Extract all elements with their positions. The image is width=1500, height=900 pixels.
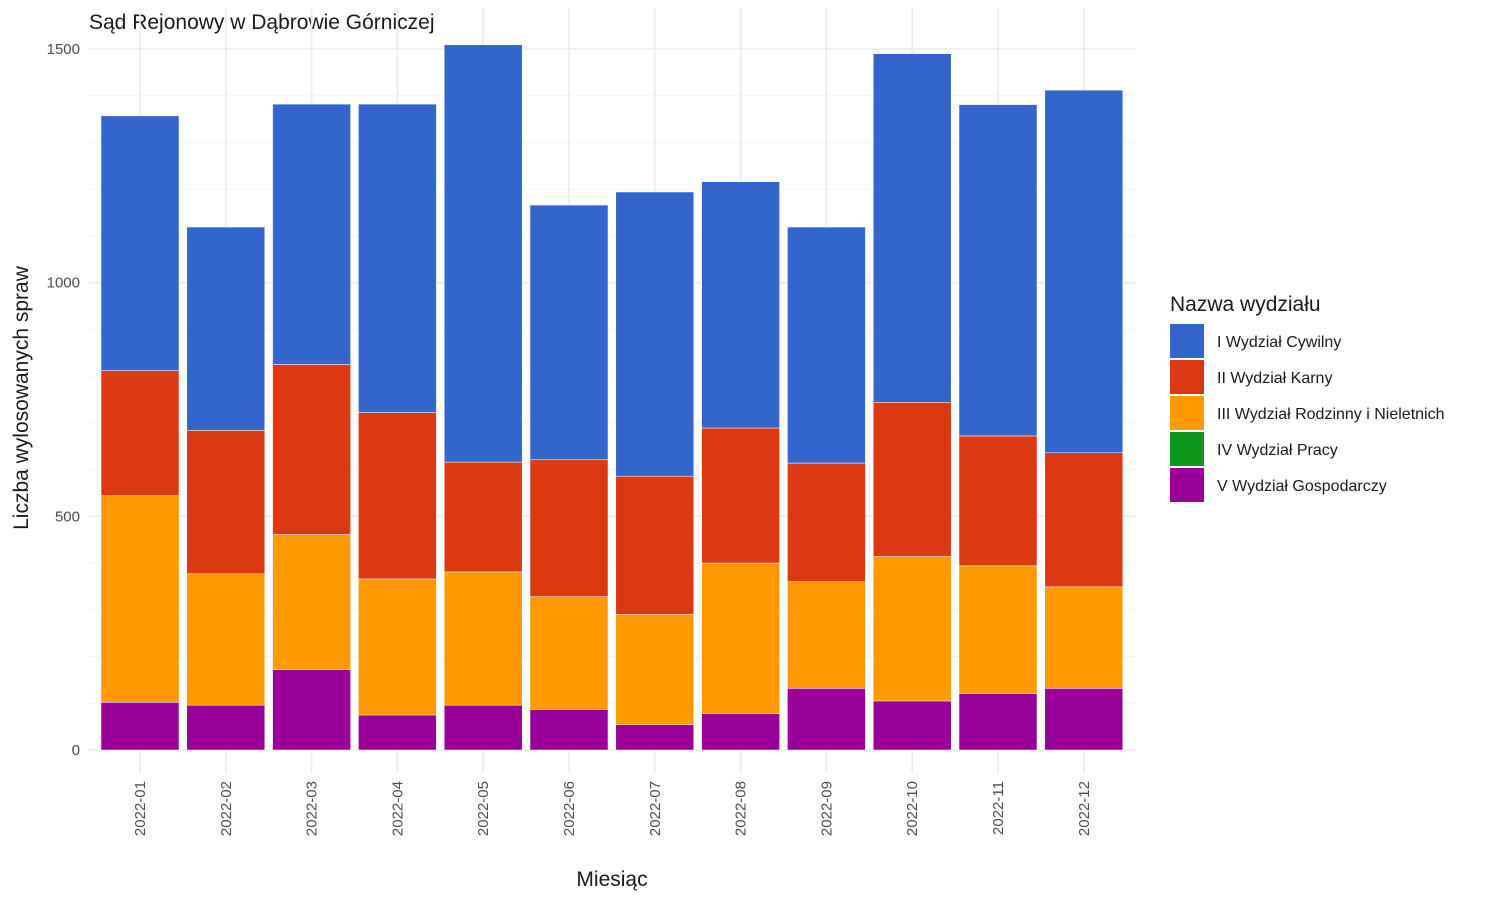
bar-segment [615, 614, 695, 726]
bar-segment [787, 226, 866, 464]
x-tick-label: 2022-05 [475, 781, 492, 836]
x-tick-label: 2022-10 [904, 781, 921, 836]
bar-segment [186, 226, 266, 431]
bar-segment [529, 596, 609, 710]
bar-segment [787, 462, 866, 583]
x-tick-label: 2022-11 [990, 781, 1007, 835]
bar-segment [701, 427, 780, 564]
x-tick-label: 2022-12 [1076, 781, 1093, 836]
legend-label: II Wydział Karny [1217, 370, 1332, 387]
bar-segment [529, 204, 609, 461]
legend-label: IV Wydział Pracy [1217, 442, 1338, 459]
chart-title: Sąd Rejonowy w Dąbrowie Górniczej [89, 11, 435, 34]
bar-segment [1044, 688, 1124, 751]
legend-title: Nazwa wydziału [1170, 293, 1321, 316]
bar-segment [358, 412, 437, 580]
x-tick-label: 2022-02 [218, 781, 235, 836]
bar-segment [958, 565, 1038, 694]
legend-swatch [1170, 468, 1204, 502]
bar-segment [443, 704, 523, 751]
x-tick-label: 2022-06 [561, 781, 578, 836]
bar-segment [100, 115, 180, 371]
bar-segment [872, 53, 952, 403]
bar-segment [615, 191, 695, 477]
bar-segment [615, 724, 695, 751]
legend: I Wydział Cywilny II Wydział Karny III Wyd… [1170, 324, 1445, 502]
bar-segment [272, 364, 351, 535]
bar-segment [787, 581, 866, 689]
bar-segment [872, 556, 952, 702]
bar-segment [701, 713, 780, 751]
bar-segment [443, 461, 523, 573]
bar-segment [1044, 89, 1124, 454]
bar-segment [615, 475, 695, 615]
bar-segment [186, 704, 266, 751]
bar-segment [958, 693, 1038, 751]
bar-segment [701, 562, 780, 714]
legend-label: V Wydział Gospodarczy [1217, 478, 1387, 495]
bar-segment [787, 688, 866, 751]
legend-swatch [1170, 396, 1204, 430]
bar-segment [443, 44, 523, 463]
y-axis-ticks: 0 500 1000 1500 [47, 41, 80, 759]
legend-swatch [1170, 360, 1204, 394]
y-tick-label: 1500 [47, 41, 80, 58]
bar-segment [701, 181, 780, 429]
bar-segment [1044, 452, 1124, 588]
legend-label: I Wydział Cywilny [1217, 334, 1341, 351]
bar-segment [529, 459, 609, 597]
x-axis-title: Miesiąc [576, 868, 647, 891]
bar-segment [272, 534, 351, 670]
bar-segment [358, 578, 437, 716]
y-tick-label: 1000 [47, 275, 80, 292]
x-tick-label: 2022-09 [818, 781, 835, 836]
bar-segment [872, 402, 952, 557]
bar-segment [100, 370, 180, 497]
bar-segment [443, 571, 523, 706]
legend-label: III Wydział Rodzinny i Nieletnich [1217, 406, 1445, 423]
x-tick-label: 2022-04 [389, 781, 406, 836]
bar-segment [958, 435, 1038, 567]
bar-segment [186, 430, 266, 575]
x-tick-label: 2022-01 [132, 781, 149, 836]
bar-segment [1044, 586, 1124, 689]
x-tick-label: 2022-08 [733, 781, 750, 836]
bar-segment [958, 104, 1038, 437]
x-tick-label: 2022-07 [647, 781, 664, 836]
bar-segment [100, 702, 180, 751]
bar-segment [272, 669, 351, 751]
legend-swatch [1170, 432, 1204, 466]
bar-segment [358, 714, 437, 751]
bars [100, 44, 1124, 751]
bar-segment [529, 709, 609, 751]
y-tick-label: 500 [55, 508, 80, 525]
y-axis-title: Liczba wylosowanych spraw [10, 265, 33, 530]
bar-segment [100, 495, 180, 703]
x-tick-label: 2022-03 [304, 781, 321, 836]
legend-swatch [1170, 324, 1204, 358]
y-tick-label: 0 [72, 742, 80, 759]
x-axis-ticks: 2022-01 2022-02 2022-03 2022-04 2022-05 2022-… [132, 781, 1093, 836]
bar-segment [186, 573, 266, 706]
bar-segment [358, 103, 437, 413]
bar-segment [872, 700, 952, 751]
bar-segment [272, 103, 351, 365]
